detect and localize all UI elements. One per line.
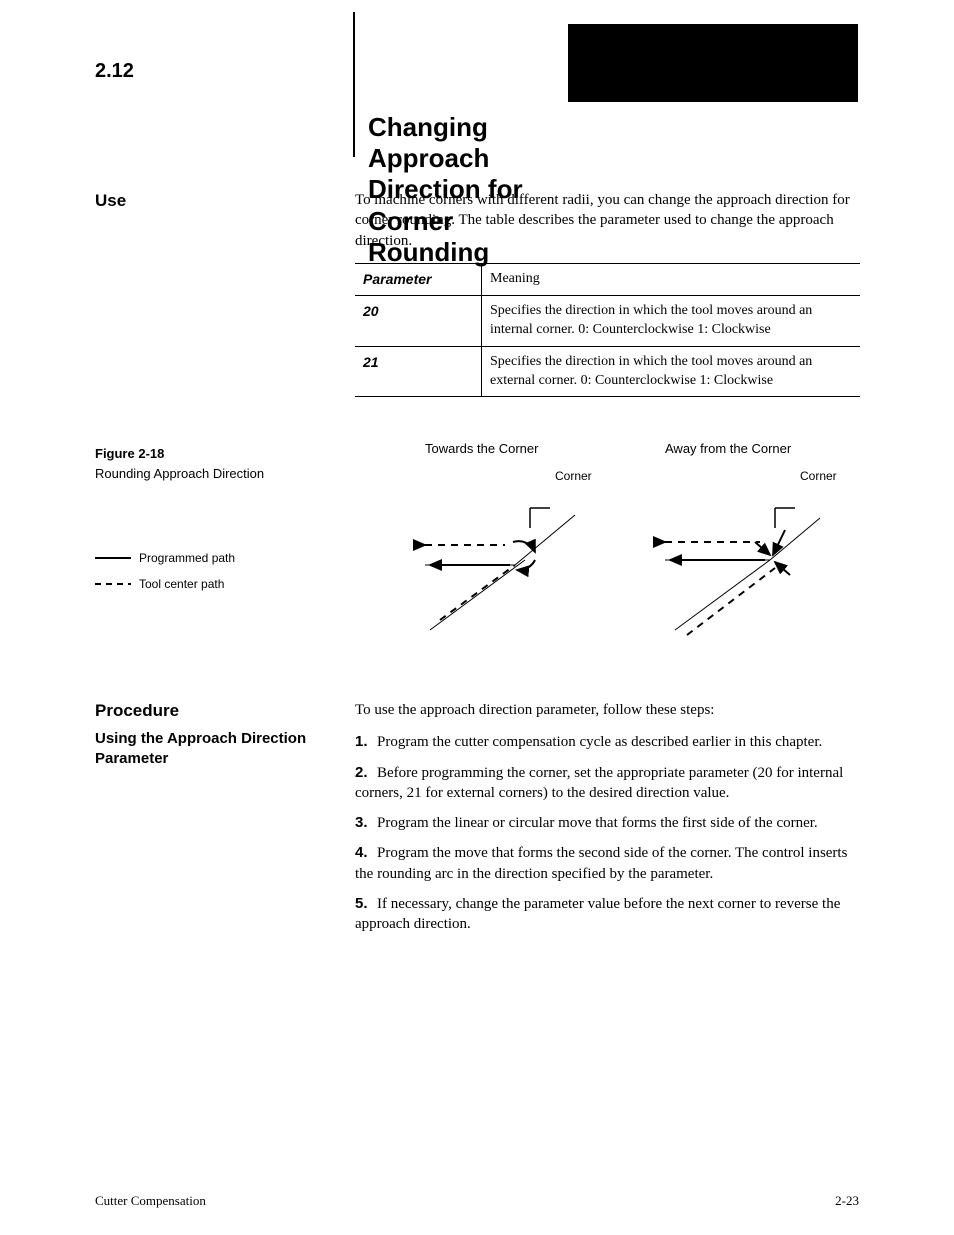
figure-legend: Programmed path Tool center path bbox=[95, 550, 325, 592]
step-text: Program the linear or circular move that… bbox=[377, 815, 818, 831]
corner-label-right: Corner bbox=[800, 468, 837, 484]
cell-param-h: Parameter bbox=[355, 264, 482, 296]
step-text: Before programming the corner, set the a… bbox=[355, 765, 843, 801]
corner-label-left: Corner bbox=[555, 468, 592, 484]
step-row: 2.Before programming the corner, set the… bbox=[355, 763, 860, 804]
procedure-sub: Using the Approach Direction Parameter bbox=[95, 729, 325, 770]
footer-left: Cutter Compensation bbox=[95, 1192, 206, 1210]
cell-meaning-h: Meaning bbox=[482, 264, 861, 296]
use-body: To machine corners with different radii,… bbox=[355, 190, 860, 251]
legend-tool-label: Tool center path bbox=[139, 576, 224, 592]
legend-row: Programmed path bbox=[95, 550, 325, 566]
figure-number: Figure 2-18 bbox=[95, 445, 325, 463]
cell-param-1: 21 bbox=[355, 346, 482, 397]
table-row: 20 Specifies the direction in which the … bbox=[355, 295, 860, 346]
cell-meaning-1: Specifies the direction in which the too… bbox=[482, 346, 861, 397]
legend-solid-line-icon bbox=[95, 554, 131, 562]
legend-row: Tool center path bbox=[95, 576, 325, 592]
figure-caption-block: Figure 2-18 Rounding Approach Direction bbox=[95, 445, 325, 482]
step-row: 4.Program the move that forms the second… bbox=[355, 843, 860, 884]
section-number-block: 2.12 bbox=[95, 58, 325, 85]
procedure-intro: To use the approach direction parameter,… bbox=[355, 700, 860, 720]
footer-right: 2-23 bbox=[835, 1192, 859, 1210]
use-heading: Use bbox=[95, 190, 325, 213]
step-num: 2. bbox=[355, 763, 377, 783]
legend-prog-label: Programmed path bbox=[139, 550, 235, 566]
chapter-tab bbox=[568, 24, 858, 102]
procedure-heading-block: Procedure Using the Approach Direction P… bbox=[95, 700, 325, 769]
param-table: Parameter Meaning 20 Specifies the direc… bbox=[355, 263, 860, 397]
use-heading-block: Use bbox=[95, 190, 325, 213]
fig-right-label: Away from the Corner bbox=[665, 440, 791, 458]
step-text: If necessary, change the parameter value… bbox=[355, 896, 840, 932]
page: 2.12 Changing Approach Direction for Cor… bbox=[0, 0, 954, 1235]
diagram-right bbox=[625, 470, 845, 670]
step-row: 5.If necessary, change the parameter val… bbox=[355, 894, 860, 935]
cell-param-0: 20 bbox=[355, 295, 482, 346]
step-row: 1.Program the cutter compensation cycle … bbox=[355, 732, 860, 752]
step-num: 3. bbox=[355, 813, 377, 833]
step-num: 4. bbox=[355, 843, 377, 863]
param-table-wrap: Parameter Meaning 20 Specifies the direc… bbox=[355, 263, 860, 397]
fig-left-label: Towards the Corner bbox=[425, 440, 538, 458]
header-divider bbox=[353, 12, 355, 157]
step-num: 5. bbox=[355, 894, 377, 914]
section-number: 2.12 bbox=[95, 58, 325, 85]
table-row: Parameter Meaning bbox=[355, 264, 860, 296]
step-row: 3.Program the linear or circular move th… bbox=[355, 813, 860, 833]
procedure-heading: Procedure bbox=[95, 700, 325, 723]
step-text: Program the move that forms the second s… bbox=[355, 845, 847, 881]
step-num: 1. bbox=[355, 732, 377, 752]
figure-area: Towards the Corner Away from the Corner bbox=[355, 440, 865, 670]
diagram-left bbox=[385, 470, 605, 670]
step-text: Program the cutter compensation cycle as… bbox=[377, 734, 822, 750]
cell-meaning-0: Specifies the direction in which the too… bbox=[482, 295, 861, 346]
table-row: 21 Specifies the direction in which the … bbox=[355, 346, 860, 397]
legend-dashed-line-icon bbox=[95, 580, 131, 588]
figure-title: Rounding Approach Direction bbox=[95, 465, 325, 483]
procedure-body: To use the approach direction parameter,… bbox=[355, 700, 860, 944]
